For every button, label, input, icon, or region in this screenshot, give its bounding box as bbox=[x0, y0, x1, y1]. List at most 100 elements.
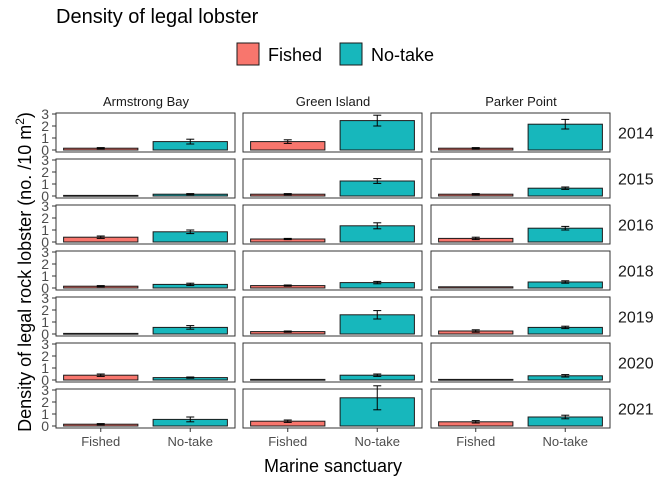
bar-green-island-2020-fished bbox=[250, 378, 326, 381]
panel-border-armstrong-bay-2014 bbox=[55, 112, 236, 153]
legend-swatch-no-take bbox=[339, 42, 363, 66]
error-bar-green-island-2018-no-take bbox=[373, 280, 382, 285]
row-label-2019: 2019 bbox=[618, 310, 654, 327]
x-tick-label-armstrong-bay-no-take: No-take bbox=[167, 434, 213, 449]
error-bar-green-island-2020-no-take bbox=[373, 373, 382, 377]
row-label-2021: 2021 bbox=[618, 402, 654, 419]
error-bar-green-island-2019-no-take bbox=[373, 310, 382, 320]
panel-border-armstrong-bay-2020 bbox=[55, 342, 236, 383]
y-tick-label-2019-0: 0 bbox=[41, 326, 49, 342]
error-bar-green-island-2015-no-take bbox=[373, 178, 382, 184]
row-label-2018: 2018 bbox=[618, 264, 654, 281]
bar-armstrong-bay-2019-fished bbox=[63, 332, 139, 335]
error-bar-parker-point-2014-fished bbox=[471, 147, 480, 150]
x-axis-title: Marine sanctuary bbox=[264, 456, 402, 476]
y-tick-label-2018-0: 0 bbox=[41, 280, 49, 296]
y-tick-label-2015-0: 0 bbox=[41, 188, 49, 204]
panel-border-parker-point-2021 bbox=[430, 388, 611, 429]
y-tick-label-2020-2: 2 bbox=[41, 348, 49, 364]
error-bar-green-island-2021-fished bbox=[283, 419, 292, 423]
panel-grid: 2014012320150123201601232018012320190123… bbox=[41, 106, 653, 449]
strip-label-parker-point: Parker Point bbox=[485, 94, 557, 109]
y-tick-label-2019-1: 1 bbox=[41, 314, 49, 330]
panel-border-armstrong-bay-2018 bbox=[55, 250, 236, 291]
error-bar-armstrong-bay-2015-no-take bbox=[186, 193, 195, 196]
error-bar-green-island-2015-fished bbox=[283, 193, 292, 196]
x-tick-label-parker-point-fished: Fished bbox=[456, 434, 495, 449]
error-bar-green-island-2018-fished bbox=[283, 284, 292, 287]
panel-border-green-island-2021 bbox=[242, 388, 423, 429]
error-bar-parker-point-2015-fished bbox=[471, 193, 480, 196]
y-tick-label-2014-0: 0 bbox=[41, 142, 49, 158]
error-bar-armstrong-bay-2016-fished bbox=[96, 235, 105, 239]
error-bar-armstrong-bay-2021-fished bbox=[96, 423, 105, 426]
error-bar-armstrong-bay-2020-no-take bbox=[186, 376, 195, 379]
panel-border-green-island-2019 bbox=[242, 296, 423, 337]
error-bar-armstrong-bay-2016-no-take bbox=[186, 229, 195, 235]
row-label-2016: 2016 bbox=[618, 218, 654, 235]
y-tick-label-2014-2: 2 bbox=[41, 118, 49, 134]
legend-label-fished: Fished bbox=[268, 45, 322, 65]
y-tick-label-2015-2: 2 bbox=[41, 164, 49, 180]
error-bar-parker-point-2015-no-take bbox=[561, 186, 570, 190]
error-bar-green-island-2016-no-take bbox=[373, 222, 382, 230]
error-bar-armstrong-bay-2014-no-take bbox=[186, 138, 195, 145]
x-tick-label-parker-point-no-take: No-take bbox=[542, 434, 588, 449]
y-axis-title: Density of legal rock lobster (no. /10 m… bbox=[13, 112, 35, 432]
y-tick-label-2015-3: 3 bbox=[41, 152, 49, 168]
panel-border-parker-point-2020 bbox=[430, 342, 611, 383]
error-bar-parker-point-2018-no-take bbox=[561, 280, 570, 284]
panel-border-parker-point-2019 bbox=[430, 296, 611, 337]
error-bar-parker-point-2016-fished bbox=[471, 236, 480, 241]
panel-border-armstrong-bay-2019 bbox=[55, 296, 236, 337]
y-tick-label-2018-2: 2 bbox=[41, 256, 49, 272]
panel-border-green-island-2014 bbox=[242, 112, 423, 153]
error-bar-armstrong-bay-2018-fished bbox=[96, 285, 105, 288]
error-bar-armstrong-bay-2021-no-take bbox=[186, 416, 195, 423]
strip-label-green-island: Green Island bbox=[296, 94, 370, 109]
row-label-2014: 2014 bbox=[618, 126, 654, 143]
error-bar-green-island-2021-no-take bbox=[373, 385, 382, 411]
panel-border-green-island-2015 bbox=[242, 158, 423, 199]
panel-border-parker-point-2018 bbox=[430, 250, 611, 291]
error-bar-armstrong-bay-2014-fished bbox=[96, 147, 105, 150]
chart-title: Density of legal lobster bbox=[56, 6, 259, 28]
panel-border-parker-point-2016 bbox=[430, 204, 611, 245]
y-tick-label-2021-3: 3 bbox=[41, 382, 49, 398]
y-tick-label-2015-1: 1 bbox=[41, 176, 49, 192]
legend-swatch-fished bbox=[236, 42, 260, 66]
panel-border-parker-point-2014 bbox=[430, 112, 611, 153]
legend-label-no-take: No-take bbox=[371, 45, 434, 65]
error-bar-parker-point-2016-no-take bbox=[561, 225, 570, 231]
y-tick-label-2020-1: 1 bbox=[41, 360, 49, 376]
y-tick-label-2016-3: 3 bbox=[41, 198, 49, 214]
panel-border-parker-point-2015 bbox=[430, 158, 611, 199]
y-tick-label-2016-1: 1 bbox=[41, 222, 49, 238]
bar-armstrong-bay-2015-fished bbox=[63, 194, 139, 197]
y-tick-label-2014-3: 3 bbox=[41, 106, 49, 122]
panel-border-armstrong-bay-2021 bbox=[55, 388, 236, 429]
x-tick-label-green-island-fished: Fished bbox=[268, 434, 307, 449]
error-bar-green-island-2016-fished bbox=[283, 237, 292, 241]
y-tick-label-2021-1: 1 bbox=[41, 406, 49, 422]
y-tick-label-2019-2: 2 bbox=[41, 302, 49, 318]
error-bar-armstrong-bay-2020-fished bbox=[96, 373, 105, 377]
row-label-2020: 2020 bbox=[618, 356, 654, 373]
bar-parker-point-2018-fished bbox=[438, 286, 514, 289]
error-bar-green-island-2014-fished bbox=[283, 139, 292, 144]
y-tick-label-2018-3: 3 bbox=[41, 244, 49, 260]
panel-border-green-island-2020 bbox=[242, 342, 423, 383]
error-bar-armstrong-bay-2018-no-take bbox=[186, 282, 195, 287]
panel-border-armstrong-bay-2015 bbox=[55, 158, 236, 199]
x-tick-label-armstrong-bay-fished: Fished bbox=[81, 434, 120, 449]
strip-label-armstrong-bay: Armstrong Bay bbox=[103, 94, 189, 109]
bar-parker-point-2020-fished bbox=[438, 378, 514, 381]
y-tick-label-2018-1: 1 bbox=[41, 268, 49, 284]
legend: Fished No-take bbox=[236, 42, 434, 66]
y-tick-label-2014-1: 1 bbox=[41, 130, 49, 146]
error-bar-green-island-2019-fished bbox=[283, 330, 292, 333]
x-tick-label-green-island-no-take: No-take bbox=[354, 434, 400, 449]
error-bar-parker-point-2021-fished bbox=[471, 420, 480, 424]
error-bar-parker-point-2014-no-take bbox=[561, 118, 570, 130]
y-tick-label-2020-3: 3 bbox=[41, 336, 49, 352]
